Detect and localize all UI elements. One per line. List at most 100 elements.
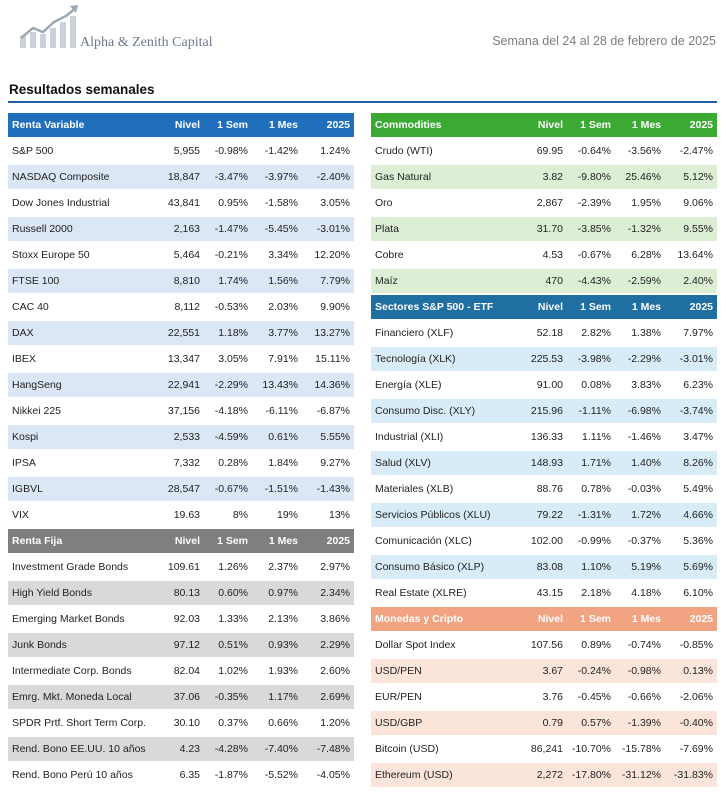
row-value: 92.03 [148,607,204,633]
row-value: 13.64% [665,243,717,269]
row-value: 79.22 [511,503,567,529]
row-value: 470 [511,269,567,295]
row-value: -0.24% [567,659,615,685]
row-value: 2,533 [148,425,204,451]
column-header: 2025 [665,295,717,321]
row-value: -2.06% [665,685,717,711]
table-row: Cobre 4.53 -0.67% 6.28% 13.64% [371,243,717,269]
row-value: -31.83% [665,763,717,789]
row-value: 225.53 [511,347,567,373]
row-value: -0.66% [615,685,665,711]
row-value: -2.40% [302,165,354,191]
row-value: 3.05% [302,191,354,217]
row-value: -0.98% [615,659,665,685]
row-label: Consumo Disc. (XLY) [371,399,511,425]
table-row: IPSA 7,332 0.28% 1.84% 9.27% [8,451,354,477]
row-label: High Yield Bonds [8,581,148,607]
row-value: 43,841 [148,191,204,217]
table-row: Intermediate Corp. Bonds 82.04 1.02% 1.93% 2… [8,659,354,685]
row-value: 107.56 [511,633,567,659]
column-header: Nivel [148,113,204,139]
row-value: 8,112 [148,295,204,321]
row-value: 2.60% [302,659,354,685]
table-row: FTSE 100 8,810 1.74% 1.56% 7.79% [8,269,354,295]
table-row: Dow Jones Industrial 43,841 0.95% -1.58% 3.0… [8,191,354,217]
row-value: 5,464 [148,243,204,269]
row-value: 8% [204,503,252,529]
row-value: -5.52% [252,763,302,789]
table-title: Renta Fija [8,529,148,555]
table-row: Materiales (XLB) 88.76 0.78% -0.03% 5.49% [371,477,717,503]
row-value: 3.86% [302,607,354,633]
row-label: HangSeng [8,373,148,399]
row-value: -1.11% [567,399,615,425]
row-label: Real Estate (XLRE) [371,581,511,607]
table-row: Consumo Disc. (XLY) 215.96 -1.11% -6.98% -3.… [371,399,717,425]
column-header: 2025 [302,529,354,555]
brand-name: Alpha & Zenith Capital [80,35,213,50]
row-label: Tecnología (XLK) [371,347,511,373]
row-label: Oro [371,191,511,217]
row-value: -3.97% [252,165,302,191]
table-title: Commodities [371,113,511,139]
row-value: 1.56% [252,269,302,295]
row-label: Salud (XLV) [371,451,511,477]
row-value: 5.55% [302,425,354,451]
column-header: Nivel [511,113,567,139]
row-label: USD/GBP [371,711,511,737]
row-value: 15.11% [302,347,354,373]
table-row: Energía (XLE) 91.00 0.08% 3.83% 6.23% [371,373,717,399]
row-value: -10.70% [567,737,615,763]
row-label: Plata [371,217,511,243]
row-value: 6.23% [665,373,717,399]
row-value: 14.36% [302,373,354,399]
table-row: Servicios Públicos (XLU) 79.22 -1.31% 1.72%… [371,503,717,529]
table-row: USD/GBP 0.79 0.57% -1.39% -0.40% [371,711,717,737]
table-row: Real Estate (XLRE) 43.15 2.18% 4.18% 6.10% [371,581,717,607]
row-value: 0.37% [204,711,252,737]
row-value: 3.05% [204,347,252,373]
row-label: Gas Natural [371,165,511,191]
column-header: 1 Sem [567,295,615,321]
table-row: VIX 19.63 8% 19% 13% [8,503,354,529]
row-label: Emrg. Mkt. Moneda Local [8,685,148,711]
row-value: 43.15 [511,581,567,607]
row-value: -2.29% [204,373,252,399]
row-label: Kospi [8,425,148,451]
row-value: -7.69% [665,737,717,763]
row-value: -15.78% [615,737,665,763]
row-value: 88.76 [511,477,567,503]
column-header: 1 Mes [252,113,302,139]
column-header: Nivel [148,529,204,555]
table-row: Tecnología (XLK) 225.53 -3.98% -2.29% -3.01% [371,347,717,373]
row-value: -9.80% [567,165,615,191]
table-row: Comunicación (XLC) 102.00 -0.99% -0.37% 5.36… [371,529,717,555]
row-value: 1.95% [615,191,665,217]
row-value: -0.53% [204,295,252,321]
row-value: 2,867 [511,191,567,217]
row-label: Stoxx Europe 50 [8,243,148,269]
renta-fija-table: Renta Fija Nivel 1 Sem 1 Mes 2025 Investment … [8,529,354,789]
row-value: -17.80% [567,763,615,789]
row-value: 0.78% [567,477,615,503]
row-label: IPSA [8,451,148,477]
column-header: 1 Sem [204,113,252,139]
row-label: DAX [8,321,148,347]
column-header: Nivel [511,607,567,633]
row-label: Intermediate Corp. Bonds [8,659,148,685]
row-label: NASDAQ Composite [8,165,148,191]
table-row: S&P 500 5,955 -0.98% -1.42% 1.24% [8,139,354,165]
row-value: -6.98% [615,399,665,425]
row-value: 7.91% [252,347,302,373]
row-value: -1.39% [615,711,665,737]
row-value: -1.87% [204,763,252,789]
row-value: 2.18% [567,581,615,607]
row-value: -4.05% [302,763,354,789]
column-header: 1 Mes [615,295,665,321]
row-value: 2.34% [302,581,354,607]
row-value: 4.23 [148,737,204,763]
table-title: Monedas y Cripto [371,607,511,633]
table-row: Plata 31.70 -3.85% -1.32% 9.55% [371,217,717,243]
column-header: 1 Mes [252,529,302,555]
row-value: -0.64% [567,139,615,165]
